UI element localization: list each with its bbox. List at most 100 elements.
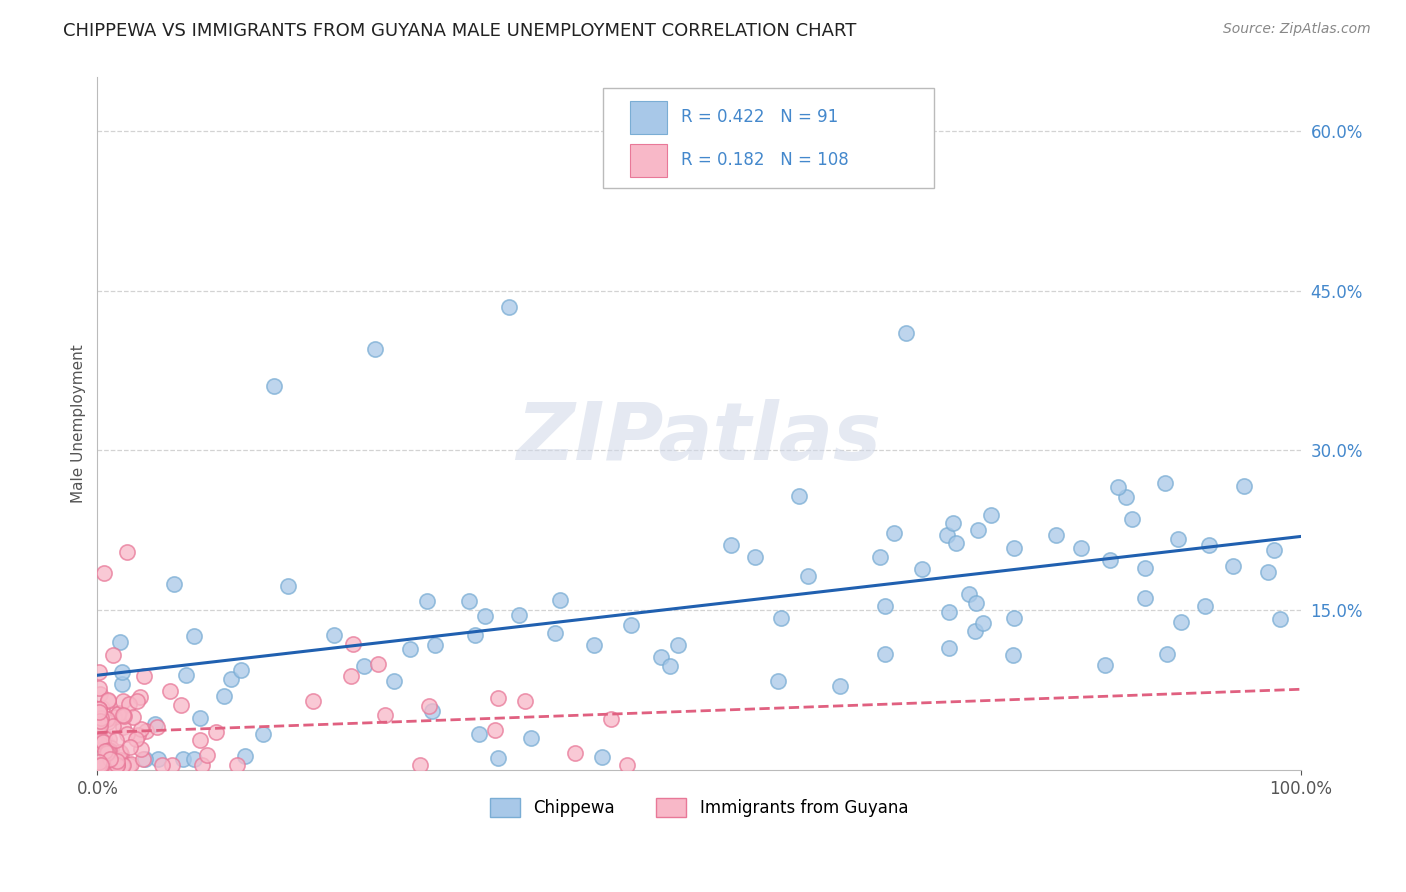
Point xyxy=(720,538,742,552)
Point xyxy=(219,672,242,686)
Point xyxy=(183,629,205,643)
Point xyxy=(97,693,120,707)
Point xyxy=(108,754,131,768)
Point xyxy=(97,714,120,729)
Point xyxy=(89,711,111,725)
Point xyxy=(770,611,793,625)
Point xyxy=(87,734,110,748)
Point xyxy=(115,727,138,741)
Point xyxy=(873,647,896,661)
Point xyxy=(87,701,110,715)
Point xyxy=(112,720,135,734)
Point xyxy=(150,757,173,772)
Text: Source: ZipAtlas.com: Source: ZipAtlas.com xyxy=(1223,22,1371,37)
Point xyxy=(869,550,891,565)
Point xyxy=(93,757,115,772)
Text: CHIPPEWA VS IMMIGRANTS FROM GUYANA MALE UNEMPLOYMENT CORRELATION CHART: CHIPPEWA VS IMMIGRANTS FROM GUYANA MALE … xyxy=(63,22,856,40)
Point xyxy=(103,710,125,724)
Point xyxy=(190,733,212,747)
Point xyxy=(108,745,131,759)
Point xyxy=(87,728,110,742)
Legend: Chippewa, Immigrants from Guyana: Chippewa, Immigrants from Guyana xyxy=(484,791,915,824)
Point xyxy=(90,757,112,772)
Point xyxy=(135,724,157,739)
Point xyxy=(367,657,389,672)
Point xyxy=(111,665,134,679)
Point xyxy=(96,753,118,767)
Point xyxy=(252,727,274,741)
Point xyxy=(1098,553,1121,567)
Point xyxy=(105,757,128,772)
Point xyxy=(1070,541,1092,555)
Point xyxy=(342,637,364,651)
Point xyxy=(87,757,110,772)
Point xyxy=(226,757,249,772)
Bar xyxy=(630,144,666,178)
Point xyxy=(90,733,112,747)
Point xyxy=(1133,561,1156,575)
Point xyxy=(107,707,129,722)
Point xyxy=(145,720,167,734)
Point xyxy=(766,674,789,689)
Point xyxy=(87,757,110,772)
Point xyxy=(1263,543,1285,558)
Point xyxy=(96,746,118,760)
Point xyxy=(101,719,124,733)
Point xyxy=(457,594,479,608)
Point xyxy=(87,757,110,772)
Point xyxy=(873,599,896,614)
Point xyxy=(174,668,197,682)
Point xyxy=(1002,541,1025,555)
Point xyxy=(110,747,132,761)
Point xyxy=(108,706,131,720)
Point xyxy=(91,701,114,715)
Point xyxy=(127,728,149,742)
Point xyxy=(159,684,181,698)
Point xyxy=(1268,613,1291,627)
Point xyxy=(486,691,509,706)
Point xyxy=(205,725,228,739)
Point xyxy=(374,708,396,723)
Point xyxy=(277,579,299,593)
Point xyxy=(830,679,852,693)
Point xyxy=(87,718,110,732)
Point xyxy=(474,609,496,624)
Point xyxy=(1257,565,1279,579)
Point xyxy=(89,714,111,729)
Point xyxy=(263,379,285,393)
Point xyxy=(936,528,959,542)
Point xyxy=(942,516,965,530)
Point xyxy=(91,735,114,749)
Point xyxy=(965,624,987,639)
Point xyxy=(89,701,111,715)
Point xyxy=(498,300,520,314)
Point xyxy=(96,757,118,772)
Point xyxy=(415,594,437,608)
Point xyxy=(112,694,135,708)
Point xyxy=(1154,475,1177,490)
Point xyxy=(90,714,112,729)
Point xyxy=(132,752,155,766)
Point xyxy=(1167,533,1189,547)
Point xyxy=(894,326,917,340)
Point xyxy=(420,704,443,718)
Point xyxy=(98,752,121,766)
Point xyxy=(965,596,987,610)
Point xyxy=(87,757,110,772)
Point xyxy=(938,640,960,655)
Point xyxy=(938,605,960,619)
Point xyxy=(89,687,111,701)
Point xyxy=(172,752,194,766)
Point xyxy=(620,618,643,632)
Point xyxy=(1156,647,1178,661)
Point xyxy=(170,698,193,713)
Text: ZIPatlas: ZIPatlas xyxy=(516,399,882,476)
Point xyxy=(87,665,110,679)
Point xyxy=(1094,657,1116,672)
Point xyxy=(110,677,132,691)
Point xyxy=(87,757,110,772)
Point xyxy=(513,694,536,708)
Point xyxy=(97,731,120,746)
Point xyxy=(1004,611,1026,625)
Point xyxy=(1002,648,1025,663)
